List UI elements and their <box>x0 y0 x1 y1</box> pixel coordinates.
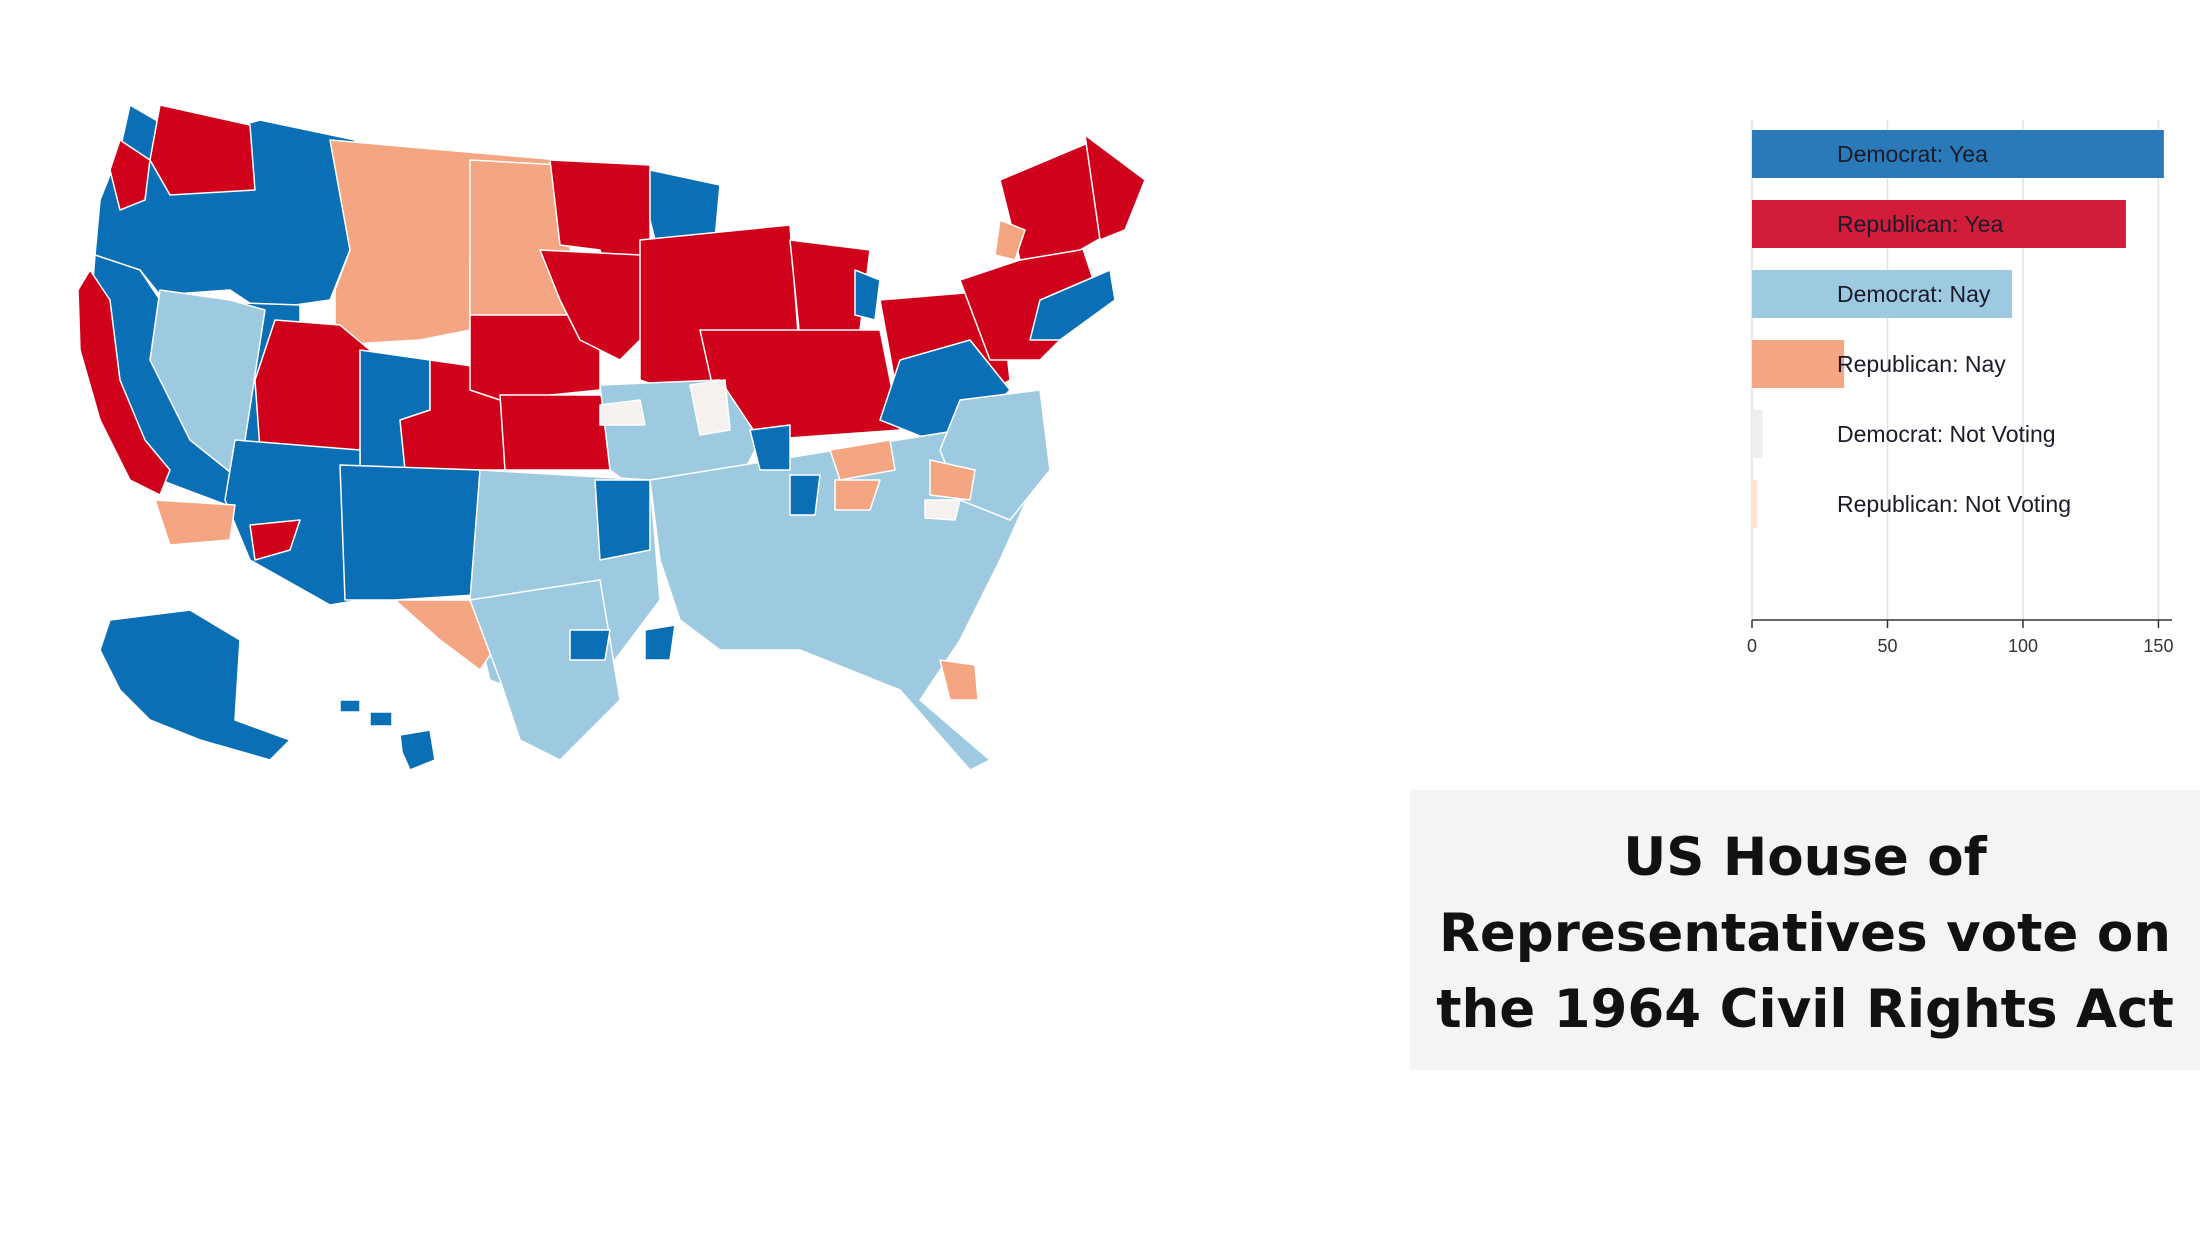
region-kentucky-pink <box>834 479 881 511</box>
bar-3 <box>1752 340 1845 388</box>
region-utah <box>254 319 371 451</box>
region-texas-blue-a <box>569 629 611 661</box>
region-arizona-red <box>249 519 301 561</box>
bar-4 <box>1752 410 1763 458</box>
bar-label-0: Democrat: Yea <box>1837 141 1988 167</box>
x-tick-label-100: 100 <box>2008 636 2038 656</box>
region-tennessee-pink <box>829 439 896 481</box>
title-box: US House of Representatives vote on the … <box>1410 790 2200 1070</box>
map-title: US House of Representatives vote on the … <box>1410 820 2200 1048</box>
title-line-1: US House of <box>1623 827 1987 888</box>
region-hawaii-1 <box>339 699 361 713</box>
region-new-mexico <box>339 464 481 601</box>
bar-label-4: Democrat: Not Voting <box>1837 421 2056 447</box>
x-tick-label-150: 150 <box>2143 636 2173 656</box>
title-line-3: the 1964 Civil Rights Act <box>1436 979 2174 1040</box>
region-california-coast <box>77 269 171 496</box>
region-michigan-east <box>854 269 881 321</box>
bar-label-5: Republican: Not Voting <box>1837 491 2071 517</box>
bar-1 <box>1752 200 2126 248</box>
chart-bars: Democrat: Yea Republican: Yea Democrat: Na… <box>1752 130 2164 528</box>
region-alaska <box>99 609 291 761</box>
vote-bar-chart: Democrat: Yea Republican: Yea Democrat: Na… <box>1740 110 2180 730</box>
bar-5 <box>1752 480 1758 528</box>
region-carolina-nv <box>924 499 961 521</box>
region-tennessee-blue <box>749 424 791 471</box>
x-tick-label-0: 0 <box>1747 636 1757 656</box>
bar-0 <box>1752 130 2164 178</box>
region-southern-california <box>154 499 236 546</box>
us-district-map <box>77 104 1146 771</box>
region-ny-pink <box>994 219 1026 261</box>
title-line-2: Representatives vote on <box>1439 903 2171 964</box>
region-florida-pink <box>939 659 979 701</box>
region-maine <box>1084 134 1146 241</box>
x-tick-label-50: 50 <box>1877 636 1897 656</box>
region-kansas-nv <box>599 399 646 426</box>
bar-label-3: Republican: Nay <box>1837 351 2006 377</box>
chart-axis: 0 50 100 150 <box>1747 619 2173 656</box>
region-texas-blue-b <box>644 624 676 661</box>
region-northeast-coast <box>1029 269 1116 341</box>
region-washington-coast <box>109 139 151 211</box>
region-washington <box>149 104 256 196</box>
region-carolina-pink <box>929 459 976 501</box>
map-regions <box>77 104 1146 771</box>
bar-label-1: Republican: Yea <box>1837 211 2003 237</box>
region-texas <box>469 579 621 761</box>
region-missouri-nv <box>689 379 731 436</box>
region-oklahoma-blue <box>594 479 651 561</box>
bar-label-2: Democrat: Nay <box>1837 281 1991 307</box>
region-hawaii-3 <box>399 729 436 771</box>
region-arkansas-blue <box>789 474 821 516</box>
bar-2 <box>1752 270 2013 318</box>
region-hawaii-2 <box>369 711 393 727</box>
bar-chart-svg: Democrat: Yea Republican: Yea Democrat: Na… <box>1747 120 2173 656</box>
